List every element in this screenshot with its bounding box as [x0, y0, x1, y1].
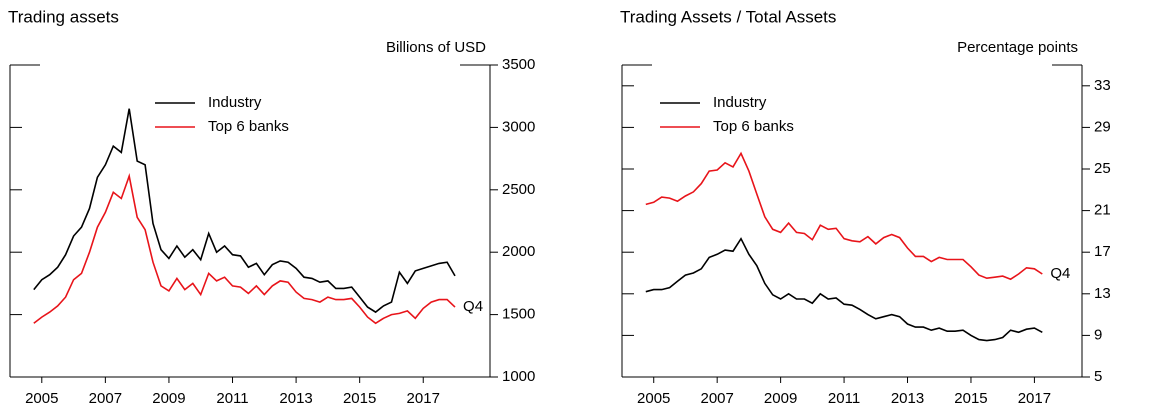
y-tick-label: 9 [1094, 326, 1102, 343]
chart-title: Trading assets [8, 7, 119, 26]
legend-label: Top 6 banks [713, 118, 794, 135]
y-tick-label: 3000 [502, 118, 535, 135]
y-tick-label: 33 [1094, 77, 1111, 94]
y-tick-label: 25 [1094, 160, 1111, 177]
y-axis-label: Percentage points [957, 39, 1078, 56]
x-tick-label: 2013 [279, 390, 312, 407]
x-tick-label: 2011 [828, 390, 860, 407]
y-tick-label: 3500 [502, 56, 535, 73]
legend-label: Top 6 banks [208, 118, 289, 135]
y-tick-label: 2500 [502, 181, 535, 198]
y-tick-label: 13 [1094, 285, 1111, 302]
legend-label: Industry [713, 94, 767, 111]
chart-title: Trading Assets / Total Assets [620, 7, 836, 26]
x-tick-label: 2017 [1018, 390, 1051, 407]
data-line [645, 237, 1043, 342]
y-tick-label: 1000 [502, 368, 535, 385]
y-tick-label: 17 [1094, 243, 1111, 260]
x-tick-label: 2011 [216, 390, 248, 407]
x-tick-label: 2015 [343, 390, 376, 407]
x-tick-label: 2009 [152, 390, 185, 407]
x-tick-label: 2005 [25, 390, 58, 407]
annotation: Q4 [1050, 265, 1070, 282]
x-tick-label: 2005 [637, 390, 670, 407]
data-line [645, 151, 1043, 281]
x-tick-label: 2007 [89, 390, 122, 407]
data-line [33, 173, 456, 325]
x-tick-label: 2009 [764, 390, 797, 407]
annotation: Q4 [463, 298, 483, 315]
x-tick-label: 2015 [954, 390, 987, 407]
data-line [33, 108, 456, 314]
y-tick-label: 21 [1094, 202, 1111, 219]
x-tick-label: 2017 [407, 390, 440, 407]
y-tick-label: 29 [1094, 118, 1111, 135]
x-tick-label: 2007 [700, 390, 733, 407]
legend-label: Industry [208, 94, 262, 111]
x-tick-label: 2013 [891, 390, 924, 407]
y-tick-label: 5 [1094, 368, 1102, 385]
y-tick-label: 2000 [502, 243, 535, 260]
y-tick-label: 1500 [502, 306, 535, 323]
y-axis-label: Billions of USD [386, 39, 486, 56]
